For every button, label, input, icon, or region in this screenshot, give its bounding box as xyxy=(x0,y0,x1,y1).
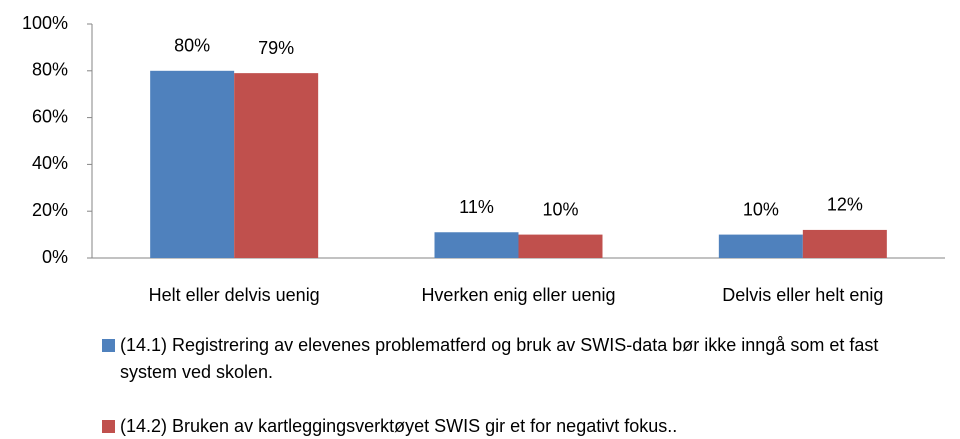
bar xyxy=(518,234,603,258)
x-tick-label: Hverken enig eller uenig xyxy=(421,285,615,305)
y-tick-label: 80% xyxy=(32,60,68,80)
value-label: 10% xyxy=(743,199,779,219)
value-label: 80% xyxy=(174,36,210,56)
bar xyxy=(802,229,887,258)
legend-label: (14.1) Registrering av elevenes problema… xyxy=(120,335,879,382)
legend-entry: (14.1) Registrering av elevenes problema… xyxy=(102,332,932,386)
bar xyxy=(234,73,319,258)
legend-swatch xyxy=(102,339,115,352)
value-label: 10% xyxy=(542,199,578,219)
value-label: 12% xyxy=(827,195,863,215)
y-tick-label: 100% xyxy=(22,13,68,33)
bar xyxy=(718,234,803,258)
y-tick-label: 0% xyxy=(42,247,68,267)
bar xyxy=(434,232,519,258)
y-tick-label: 60% xyxy=(32,106,68,126)
legend-swatch xyxy=(102,420,115,433)
legend-label: (14.2) Bruken av kartleggingsverktøyet S… xyxy=(120,416,678,436)
legend-entry: (14.2) Bruken av kartleggingsverktøyet S… xyxy=(102,413,932,439)
plot: 0% 20% 40% 60% 80% 100% Helt eller delvis ueni… xyxy=(22,13,945,305)
value-label: 79% xyxy=(258,38,294,58)
bar xyxy=(150,70,235,258)
y-tick-label: 20% xyxy=(32,200,68,220)
x-tick-label: Delvis eller helt enig xyxy=(722,285,883,305)
y-tick-label: 40% xyxy=(32,153,68,173)
x-tick-label: Helt eller delvis uenig xyxy=(149,285,320,305)
value-label: 11% xyxy=(459,197,494,217)
